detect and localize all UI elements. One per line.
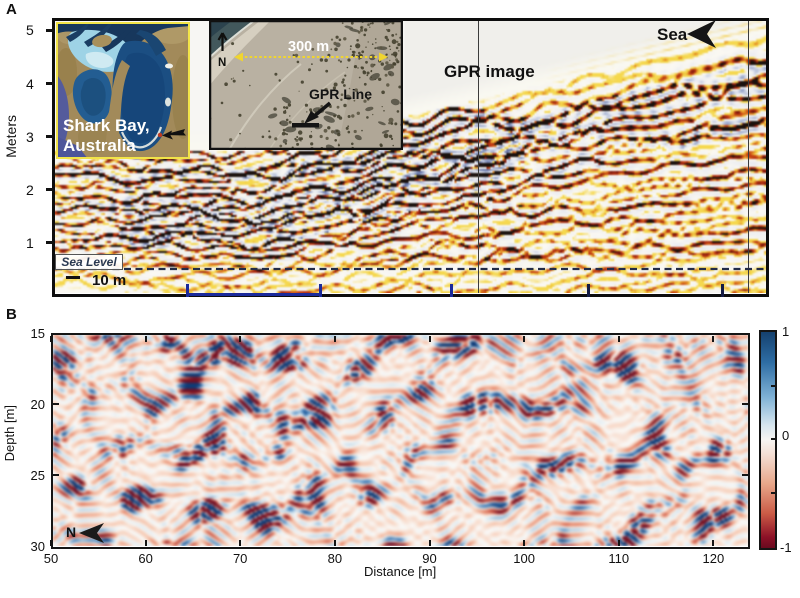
svg-text:N: N: [218, 57, 226, 69]
svg-text:GPR Line: GPR Line: [309, 86, 372, 102]
svg-text:300 m: 300 m: [288, 39, 329, 55]
